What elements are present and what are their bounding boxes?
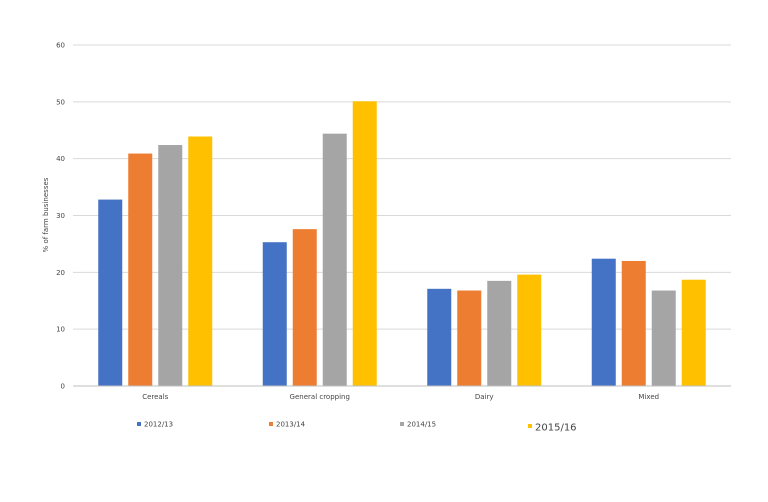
bar-2015-16-dairy [517, 274, 542, 386]
gridlines [73, 44, 731, 330]
legend-label: 2012/13 [144, 421, 173, 429]
legend-swatch [528, 424, 532, 428]
legend-swatch [269, 422, 273, 426]
bar-2014-15-general-cropping [322, 133, 347, 386]
legend: 2012/13 2013/14 2014/15 2015/16 [137, 421, 577, 434]
x-tick-label: Mixed [638, 393, 659, 401]
bar-2013-14-general-cropping [292, 229, 317, 386]
y-tick-label: 0 [61, 383, 65, 391]
legend-swatch [137, 422, 141, 426]
bar-2014-15-mixed [651, 290, 676, 386]
bar-2015-16-general-cropping [352, 101, 377, 386]
y-tick-label: 50 [56, 98, 65, 106]
x-tick-label: Cereals [142, 393, 168, 401]
y-tick-label: 10 [56, 326, 65, 334]
bar-2012-13-dairy [427, 288, 452, 386]
y-tick-label: 60 [56, 42, 65, 50]
bar-2015-16-mixed [681, 279, 706, 386]
y-tick-label: 20 [56, 269, 65, 277]
legend-label: 2014/15 [407, 421, 436, 429]
bar-2012-13-general-cropping [262, 242, 287, 386]
legend-swatch [400, 422, 404, 426]
x-axis-ticks: Cereals General cropping Dairy Mixed [142, 393, 659, 401]
bar-2014-15-dairy [487, 280, 512, 386]
bar-2014-15-cereals [158, 145, 183, 386]
bar-2015-16-cereals [188, 136, 213, 386]
bar-2012-13-mixed [591, 258, 616, 386]
bar-2012-13-cereals [98, 199, 123, 386]
bar-2013-14-mixed [621, 260, 646, 386]
y-tick-label: 40 [56, 155, 65, 163]
y-axis-ticks: 0 10 20 30 40 50 60 [56, 42, 65, 391]
y-axis-label: % of farm businesses [42, 177, 50, 252]
bar-2013-14-cereals [128, 153, 153, 386]
y-tick-label: 30 [56, 212, 65, 220]
bar-2013-14-dairy [457, 290, 482, 386]
x-tick-label: General cropping [290, 393, 350, 401]
bars [98, 101, 706, 386]
legend-label: 2013/14 [276, 421, 306, 429]
x-tick-label: Dairy [475, 393, 494, 401]
legend-label: 2015/16 [535, 423, 577, 434]
